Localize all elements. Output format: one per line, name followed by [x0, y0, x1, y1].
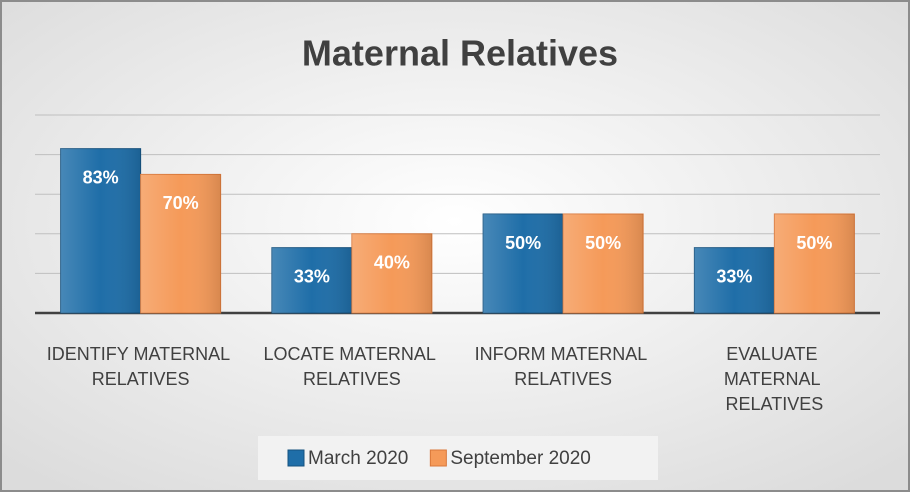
- chart-title: Maternal Relatives: [302, 33, 618, 74]
- bar-shine: [483, 214, 564, 313]
- data-label: 50%: [796, 233, 832, 253]
- data-label: 33%: [294, 266, 330, 286]
- bar-shine: [60, 148, 141, 313]
- data-label: 33%: [716, 266, 752, 286]
- data-label: 40%: [374, 253, 410, 273]
- legend-box: [258, 436, 658, 480]
- bar-shine: [140, 174, 221, 313]
- legend-label: September 2020: [450, 448, 591, 469]
- x-tick-label: LOCATE MATERNAL RELATIVES: [264, 344, 441, 389]
- legend-swatch: [429, 449, 447, 467]
- x-tick-label: IDENTIFY MATERNAL RELATIVES: [47, 344, 235, 389]
- data-label: 83%: [83, 167, 119, 187]
- bar-shine: [271, 247, 352, 313]
- data-label: 70%: [163, 193, 199, 213]
- legend-label: March 2020: [308, 448, 408, 469]
- data-label: 50%: [585, 233, 621, 253]
- x-tick-label: EVALUATE MATERNAL RELATIVES: [724, 344, 825, 414]
- legend-swatch: [287, 449, 305, 467]
- data-label: 50%: [505, 233, 541, 253]
- bar-shine: [694, 247, 775, 313]
- bar-shine: [563, 214, 644, 313]
- bar-shine: [774, 214, 855, 313]
- x-tick-label: INFORM MATERNAL RELATIVES: [475, 344, 652, 389]
- bar-shine: [351, 233, 432, 313]
